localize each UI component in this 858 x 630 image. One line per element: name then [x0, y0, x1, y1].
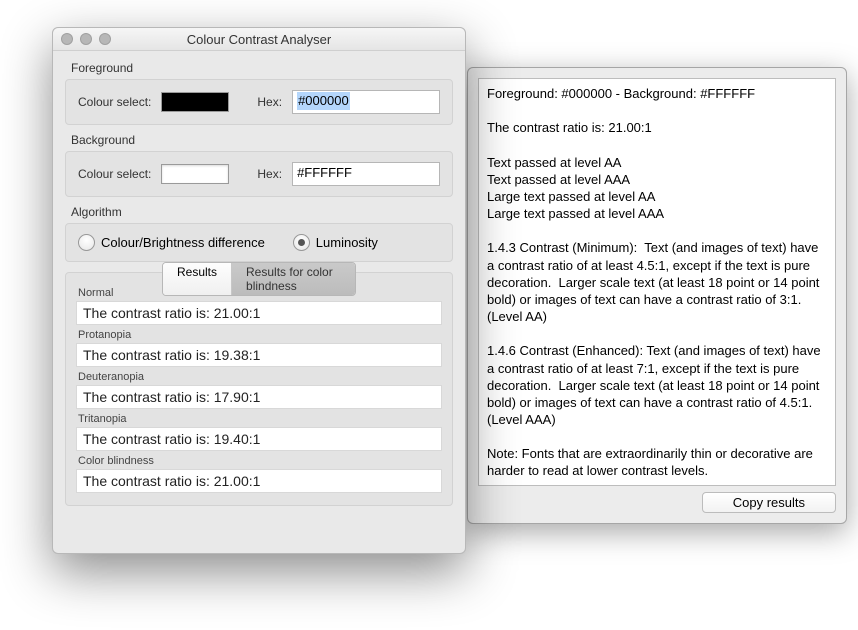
fg-hex-label: Hex:	[257, 95, 282, 109]
window-controls[interactable]	[61, 33, 111, 45]
result-value: The contrast ratio is: 17.90:1	[76, 385, 442, 409]
results-panel: NormalThe contrast ratio is: 21.00:1Prot…	[65, 272, 453, 506]
result-value: The contrast ratio is: 21.00:1	[76, 469, 442, 493]
result-value: The contrast ratio is: 19.40:1	[76, 427, 442, 451]
results-footer: Copy results	[468, 492, 846, 523]
zoom-icon[interactable]	[99, 33, 111, 45]
results-detail-window: Foreground: #000000 - Background: #FFFFF…	[467, 67, 847, 524]
minimize-icon[interactable]	[80, 33, 92, 45]
tab-results-colorblind[interactable]: Results for color blindness	[232, 263, 355, 295]
tab-results[interactable]: Results	[163, 263, 232, 295]
algo-option-luminosity[interactable]: Luminosity	[293, 234, 378, 251]
main-window: Colour Contrast Analyser Foreground Colo…	[52, 27, 466, 554]
result-label: Protanopia	[78, 329, 442, 341]
algo-option-colour-brightness[interactable]: Colour/Brightness difference	[78, 234, 265, 251]
fg-colour-swatch[interactable]	[161, 92, 229, 112]
bg-hex-input[interactable]: #FFFFFF	[292, 162, 440, 186]
result-row: Deuteranopia The contrast ratio is: 17.90…	[76, 371, 442, 409]
results-tabs-container: Results Results for color blindness Norm…	[65, 272, 453, 506]
foreground-group-label: Foreground	[71, 61, 453, 75]
fg-hex-input[interactable]: #000000	[292, 90, 440, 114]
bg-colour-select-label: Colour select:	[78, 167, 151, 181]
result-value: The contrast ratio is: 21.00:1	[76, 301, 442, 325]
fg-colour-select-label: Colour select:	[78, 95, 151, 109]
fg-hex-value: #000000	[297, 92, 350, 110]
algorithm-group: Colour/Brightness difference Luminosity	[65, 223, 453, 262]
background-group: Colour select: Hex: #FFFFFF	[65, 151, 453, 197]
results-tabstrip: Results Results for color blindness	[162, 262, 356, 296]
radio-icon	[78, 234, 95, 251]
algo-option-label: Luminosity	[316, 235, 378, 250]
copy-results-button[interactable]: Copy results	[702, 492, 836, 513]
result-label: Deuteranopia	[78, 371, 442, 383]
foreground-group: Colour select: Hex: #000000	[65, 79, 453, 125]
algorithm-group-label: Algorithm	[71, 205, 453, 219]
result-value: The contrast ratio is: 19.38:1	[76, 343, 442, 367]
background-group-label: Background	[71, 133, 453, 147]
radio-icon	[293, 234, 310, 251]
titlebar[interactable]: Colour Contrast Analyser	[53, 28, 465, 51]
bg-colour-swatch[interactable]	[161, 164, 229, 184]
window-title: Colour Contrast Analyser	[187, 32, 332, 47]
result-row: Protanopia The contrast ratio is: 19.38:1	[76, 329, 442, 367]
bg-hex-label: Hex:	[257, 167, 282, 181]
result-label: Tritanopia	[78, 413, 442, 425]
algo-option-label: Colour/Brightness difference	[101, 235, 265, 250]
result-label: Color blindness	[78, 455, 442, 467]
result-row: Tritanopia The contrast ratio is: 19.40:1	[76, 413, 442, 451]
window-content: Foreground Colour select: Hex: #000000 B…	[53, 51, 465, 553]
results-text-pane[interactable]: Foreground: #000000 - Background: #FFFFF…	[478, 78, 836, 486]
result-row: Color blindness The contrast ratio is: 21…	[76, 455, 442, 493]
close-icon[interactable]	[61, 33, 73, 45]
